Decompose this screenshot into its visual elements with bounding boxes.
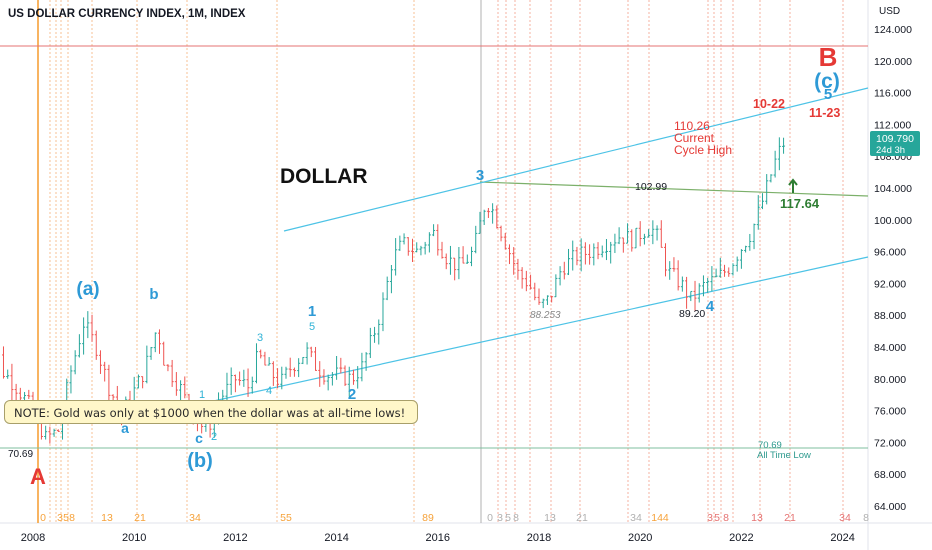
last-price-countdown: 24d 3h (876, 145, 905, 156)
time-tick-label: 2018 (527, 532, 551, 544)
time-tick-label: 2024 (830, 532, 854, 544)
wave-label-3: 3 (476, 167, 484, 184)
fib-label: 13 (544, 512, 556, 524)
current-high-line2: Cycle High (674, 143, 732, 157)
wave-label-b-paren: (b) (187, 450, 213, 472)
wave-label-A: A (30, 464, 46, 489)
low-8825-label: 88.253 (530, 310, 561, 321)
trend-channel (199, 87, 869, 405)
wave-label-2: 2 (348, 386, 356, 403)
price-tick-label: 116.000 (874, 88, 911, 100)
wave-label-B: B (819, 42, 838, 72)
time-tick-label: 2008 (21, 532, 45, 544)
low-value-label: 70.69 (8, 449, 33, 460)
currency-label: USD (879, 6, 900, 17)
price-tick-label: 112.000 (874, 119, 911, 131)
wave-label-sub-1: 1 (199, 389, 205, 401)
fib-time-lines (37, 0, 844, 523)
price-tick-label: 104.000 (874, 183, 912, 195)
note-callout: NOTE: Gold was only at $1000 when the do… (4, 400, 418, 424)
fib-label: 8 (863, 512, 869, 524)
wave-label-sub-2: 2 (211, 431, 217, 443)
fib-label: 0 (40, 512, 46, 524)
last-price-value: 109.790 (876, 133, 914, 145)
fib-label: 5 (714, 512, 720, 524)
fib-label: 3 (707, 512, 713, 524)
price-tick-label: 96.000 (874, 247, 906, 259)
price-tick-label: 80.000 (874, 374, 906, 386)
price-tick-label: 68.000 (874, 469, 906, 481)
time-tick-label: 2016 (426, 532, 450, 544)
fib-label: 55 (280, 512, 292, 524)
price-tick-label: 124.000 (874, 24, 912, 36)
atl-value-label: 70.69 (758, 440, 782, 451)
time-axis[interactable]: 2008 2010 2012 2014 2016 2018 2020 2022 2024 (21, 532, 855, 544)
fib-label: 8 (513, 512, 519, 524)
date-10-22: 10-22 (753, 97, 785, 111)
candlestick-series (1, 137, 786, 444)
date-11-23: 11-23 (809, 106, 840, 120)
wave-label-a-paren: (a) (76, 279, 99, 300)
price-tick-label: 64.000 (874, 501, 906, 513)
price-tick-label: 84.000 (874, 342, 906, 354)
fib-label: 8 (69, 512, 75, 524)
last-price-badge (870, 131, 920, 156)
wave-label-4: 4 (706, 298, 715, 315)
fib-label: 21 (134, 512, 146, 524)
price-tick-label: 76.000 (874, 406, 906, 418)
fib-label: 144 (651, 512, 669, 524)
fib-label: 34 (839, 512, 851, 524)
fib-label: 34 (630, 512, 642, 524)
time-tick-label: 2010 (122, 532, 146, 544)
fib-time-labels: 0 3 5 8 13 21 34 55 89 0 3 5 8 13 21 34 144 3 5 8 13 21 34 8 (40, 512, 869, 524)
time-tick-label: 2022 (729, 532, 753, 544)
fib-label: 34 (189, 512, 201, 524)
dollar-label: DOLLAR (280, 165, 368, 188)
fib-label: 21 (784, 512, 796, 524)
fib-label: 5 (505, 512, 511, 524)
wave-label-1: 1 (308, 303, 316, 320)
fib-label: 5 (63, 512, 69, 524)
fib-label: 0 (487, 512, 493, 524)
low-8920-label: 89.20 (679, 308, 705, 320)
fib-label: 21 (576, 512, 588, 524)
fib-label: 3 (497, 512, 503, 524)
price-tick-label: 88.000 (874, 310, 906, 322)
time-tick-label: 2014 (324, 532, 348, 544)
price-tick-label: 120.000 (874, 56, 912, 68)
price-tick-label: 92.000 (874, 278, 906, 290)
fib-label: 3 (57, 512, 63, 524)
wave-label-sub-5: 5 (309, 321, 315, 333)
wave-label-c-paren: (c) (814, 70, 840, 93)
current-high-value: 110.26 (674, 119, 710, 133)
fib-label: 89 (422, 512, 434, 524)
wave-label-a: a (121, 420, 129, 436)
wave-label-5c: 5 (824, 86, 832, 103)
wave-label-sub-4: 4 (266, 385, 272, 397)
price-tick-label: 100.000 (874, 215, 912, 227)
atl-text-label: All Time Low (757, 450, 811, 461)
horizontal-lines (0, 45, 869, 449)
chart-title: US DOLLAR CURRENCY INDEX, 1M, INDEX (8, 8, 246, 20)
fib-label: 13 (751, 512, 763, 524)
up-arrow-icon (788, 178, 798, 193)
plot-area (0, 0, 868, 523)
time-tick-label: 2020 (628, 532, 652, 544)
fib-label: 8 (723, 512, 729, 524)
price-tick-label: 72.000 (874, 437, 906, 449)
channel-upper (283, 87, 869, 232)
wave-label-c: c (195, 430, 203, 446)
wave-label-b: b (149, 286, 158, 303)
channel-lower (199, 256, 869, 405)
target-value: 117.64 (780, 196, 820, 211)
target-trend-line (479, 181, 869, 197)
current-high-line1: Current (674, 131, 715, 145)
time-tick-label: 2012 (223, 532, 247, 544)
price-axis[interactable]: 64.000 68.000 72.000 76.000 80.000 84.000 88.0… (874, 24, 912, 513)
fib-label: 13 (101, 512, 113, 524)
wave-label-sub-3: 3 (257, 332, 263, 344)
high-10299-label: 102.99 (635, 181, 667, 193)
